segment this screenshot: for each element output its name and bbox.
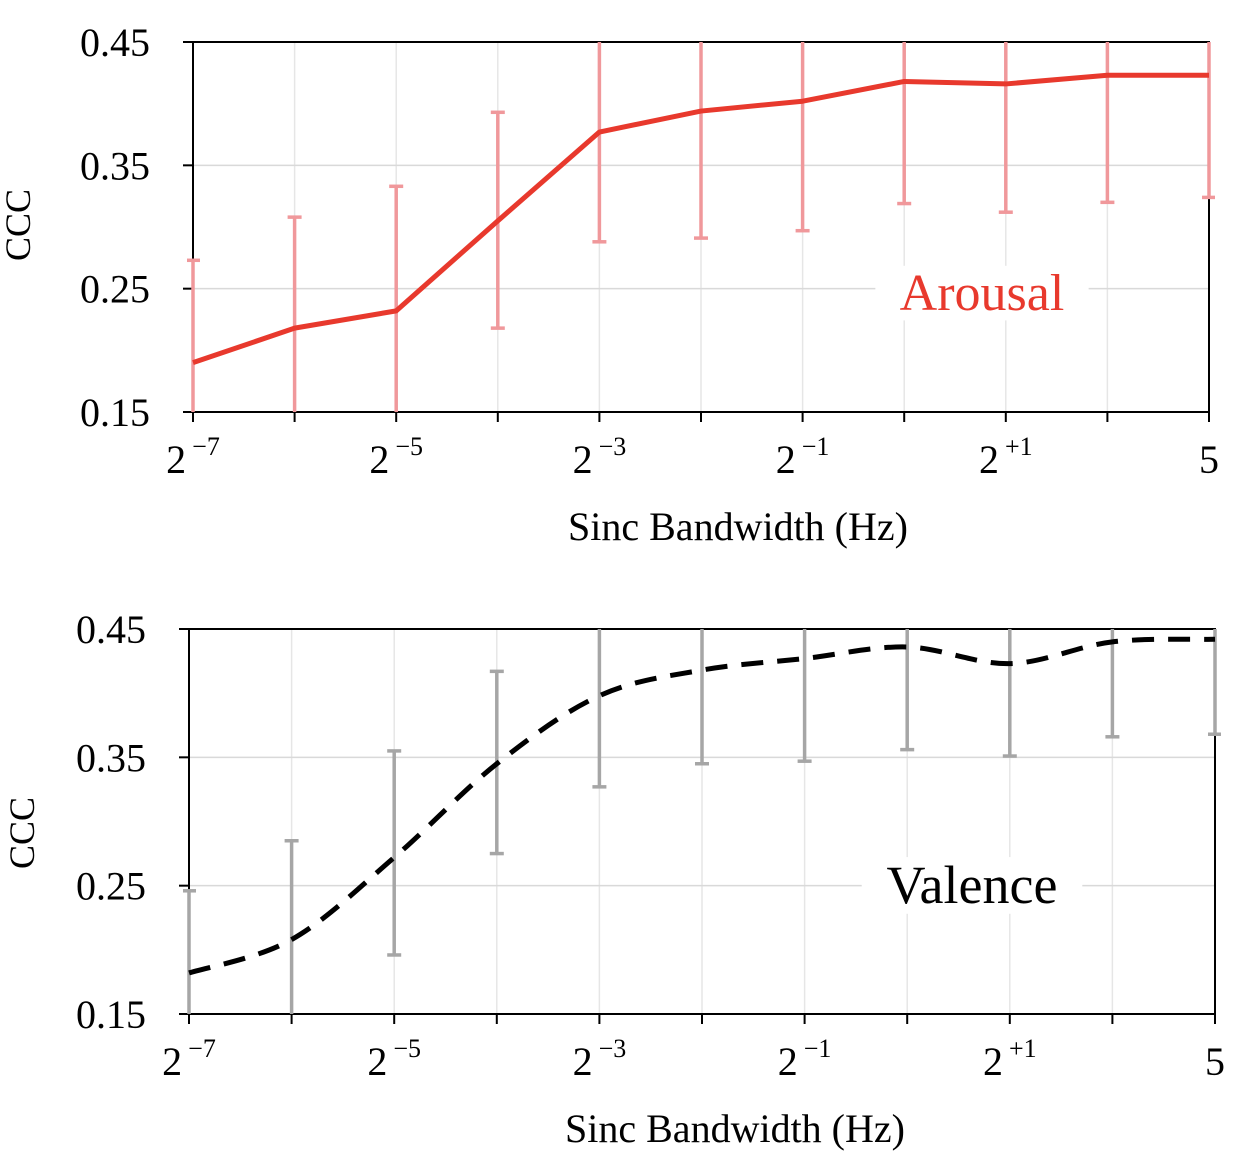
arousal-error-bar <box>1202 42 1215 200</box>
valence-x-axis-title: Sinc Bandwidth (Hz) <box>565 1106 905 1151</box>
arousal-xtick-label: 2 +1 <box>979 432 1033 482</box>
arousal-xtick-base: 2 <box>979 437 999 482</box>
valence-ytick-label: 0.25 <box>76 864 146 909</box>
arousal-xtick-label: 5 <box>1199 437 1219 482</box>
valence-xtick-base: 2 <box>983 1039 1003 1084</box>
valence-error-bar <box>900 629 915 752</box>
arousal-xtick-label: 2 −5 <box>369 432 423 482</box>
valence-xtick-exponent: −7 <box>188 1034 216 1063</box>
arousal-annotation-backdrop <box>875 265 1089 321</box>
arousal-ytick-label: 0.45 <box>80 20 150 65</box>
arousal-xtick-exponent: −1 <box>802 432 830 461</box>
valence-xtick-label: 2 −3 <box>573 1034 627 1084</box>
arousal-xtick-exponent: −7 <box>192 432 220 461</box>
valence-xtick-exponent: +1 <box>1009 1034 1037 1063</box>
valence-xtick-base: 2 <box>367 1039 387 1084</box>
valence-xtick-base: 2 <box>573 1039 593 1084</box>
valence-annotation-backdrop <box>861 857 1083 914</box>
valence-xtick-base: 2 <box>162 1039 182 1084</box>
arousal-xtick-base: 2 <box>776 437 796 482</box>
arousal-error-bar <box>694 42 708 240</box>
arousal-error-bar <box>795 42 810 233</box>
valence-y-axis-title: CCC <box>2 797 42 869</box>
valence-xtick-base: 5 <box>1205 1039 1225 1084</box>
arousal-x-axis-title: Sinc Bandwidth (Hz) <box>568 504 908 549</box>
valence-ytick-label: 0.15 <box>76 992 146 1037</box>
arousal-annotation-label: Arousal <box>900 265 1065 322</box>
valence-chart-panel: 0.150.250.350.452 −7 2 −5 2 −3 2 −1 2 +1 5ValenceS… <box>2 607 1225 1151</box>
valence-error-bar <box>797 629 812 763</box>
arousal-xtick-base: 2 <box>573 437 593 482</box>
valence-xtick-label: 2 −7 <box>162 1034 216 1084</box>
valence-series-line <box>188 636 1216 976</box>
arousal-ytick-label: 0.15 <box>80 390 150 435</box>
valence-xtick-exponent: −5 <box>393 1034 421 1063</box>
valence-error-bar <box>592 629 607 789</box>
valence-ytick-label: 0.45 <box>76 607 146 652</box>
valence-xtick-base: 2 <box>778 1039 798 1084</box>
arousal-chart-panel: 0.150.250.350.452 −7 2 −5 2 −3 2 −1 2 +1 5ArousalS… <box>0 20 1219 549</box>
arousal-xtick-base: 5 <box>1199 437 1219 482</box>
arousal-ytick-label: 0.25 <box>80 267 150 312</box>
arousal-xtick-exponent: −3 <box>599 432 627 461</box>
arousal-error-bar <box>1100 42 1115 205</box>
valence-error-bar <box>387 749 402 957</box>
arousal-xtick-label: 2 −1 <box>776 432 830 482</box>
valence-ytick-label: 0.35 <box>76 735 146 780</box>
arousal-xtick-label: 2 −7 <box>166 432 220 482</box>
arousal-xtick-exponent: +1 <box>1005 432 1033 461</box>
arousal-y-axis-title: CCC <box>0 189 38 261</box>
arousal-error-bar <box>998 42 1013 214</box>
arousal-xtick-exponent: −5 <box>395 432 423 461</box>
valence-xtick-label: 2 +1 <box>983 1034 1037 1084</box>
arousal-xtick-base: 2 <box>166 437 186 482</box>
valence-xtick-exponent: −3 <box>599 1034 627 1063</box>
arousal-xtick-base: 2 <box>369 437 389 482</box>
valence-xtick-exponent: −1 <box>804 1034 832 1063</box>
arousal-error-bar <box>897 42 912 206</box>
valence-annotation-label: Valence <box>887 855 1058 915</box>
valence-xtick-label: 5 <box>1205 1039 1225 1084</box>
arousal-ytick-label: 0.35 <box>80 143 150 188</box>
valence-xtick-label: 2 −5 <box>367 1034 421 1084</box>
valence-xtick-label: 2 −1 <box>778 1034 832 1084</box>
arousal-xtick-label: 2 −3 <box>573 432 627 482</box>
